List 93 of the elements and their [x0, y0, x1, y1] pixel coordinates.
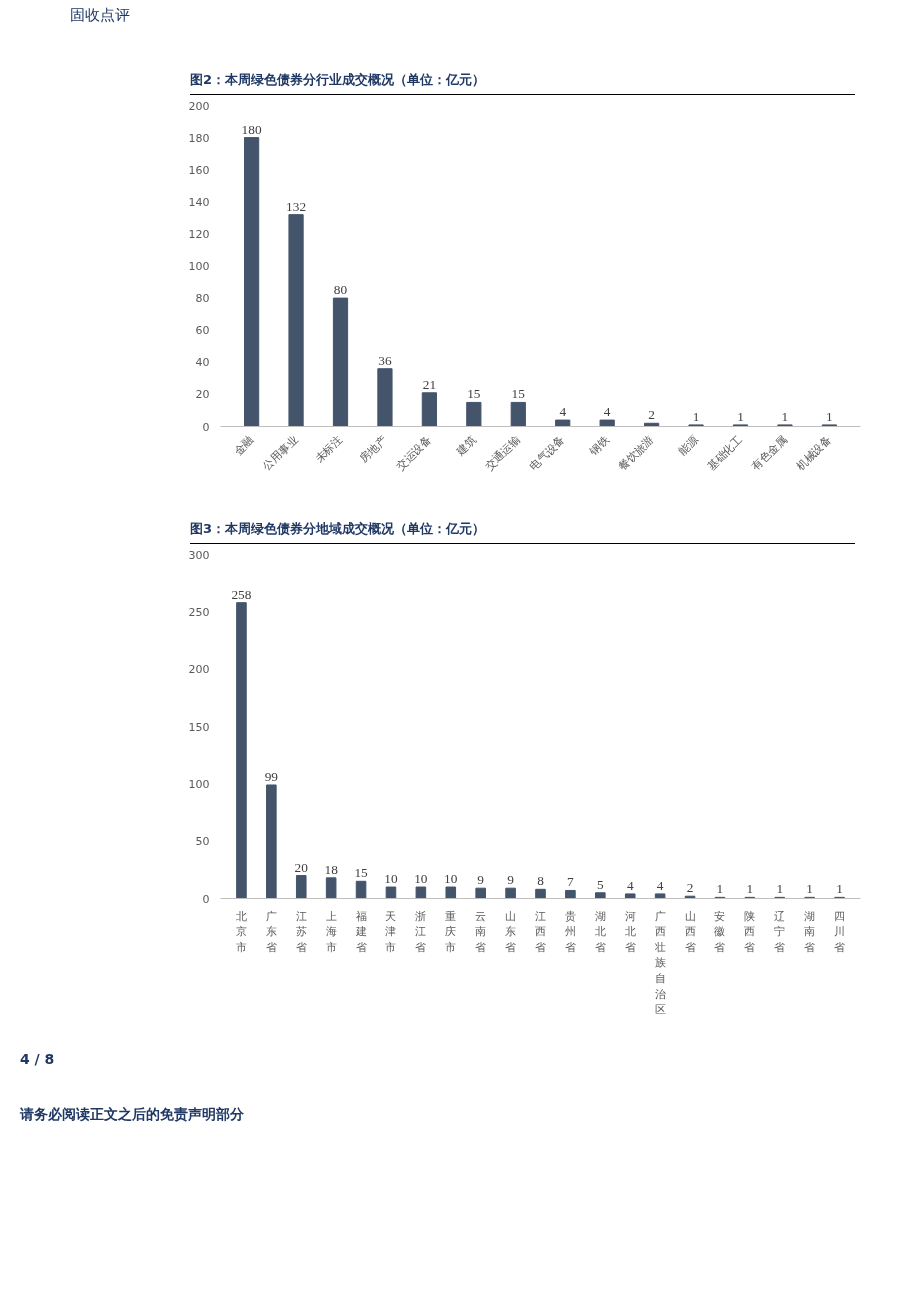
- text: 4 / 8: [20, 1049, 55, 1069]
- data-label: 36: [378, 352, 392, 368]
- x-tick-label: 湖北省: [594, 909, 606, 954]
- data-label: 4: [603, 404, 611, 420]
- data-label: 1: [746, 880, 754, 896]
- x-tick-label: 交通运输: [482, 432, 523, 474]
- data-label: 2: [648, 407, 655, 423]
- data-label: 10: [414, 870, 428, 886]
- data-label: 5: [596, 876, 604, 892]
- x-tick-label: 建筑: [452, 432, 479, 459]
- x-tick-label: 湖南省: [804, 909, 816, 954]
- y-tick-label: 0: [202, 420, 210, 434]
- x-tick-label: 交运设备: [393, 432, 434, 474]
- x-tick-label: 基础化工: [704, 432, 746, 474]
- data-label: 15: [467, 386, 481, 402]
- x-tick-label: 金融: [231, 432, 257, 458]
- x-tick-label: 北京市: [235, 909, 247, 954]
- data-label: 21: [422, 376, 437, 392]
- y-tick-label: 200: [188, 99, 210, 113]
- x-tick-label: 机械设备: [793, 432, 834, 474]
- x-tick-label: 广西壮族自治区: [653, 909, 666, 1016]
- x-tick-label: 福建省: [354, 909, 367, 954]
- y-tick-label: 100: [188, 259, 210, 273]
- x-tick-label: 山东省: [505, 909, 517, 954]
- x-tick-label: 江苏省: [295, 909, 307, 954]
- data-label: 1: [826, 408, 833, 424]
- data-label: 4: [559, 404, 567, 420]
- data-label: 15: [511, 386, 526, 402]
- x-tick-label: 电气设备: [527, 432, 568, 474]
- data-label: 258: [231, 586, 252, 602]
- y-tick-label: 80: [195, 292, 210, 306]
- y-tick-label: 60: [195, 324, 210, 338]
- x-tick-label: 四川省: [834, 909, 846, 954]
- x-tick-label: 未标注: [312, 432, 346, 466]
- y-tick-label: 300: [188, 548, 210, 562]
- y-tick-label: 160: [188, 163, 210, 177]
- y-tick-label: 140: [188, 195, 210, 209]
- chart-title: 图3：本周绿色债券分地域成交概况（单位：亿元）: [190, 520, 486, 538]
- y-tick-label: 20: [195, 388, 210, 402]
- data-label: 8: [537, 872, 545, 888]
- data-label: 2: [686, 879, 694, 895]
- x-tick-label: 江西省: [535, 909, 546, 954]
- x-tick-label: 房地产: [357, 432, 390, 466]
- x-tick-label: 上海市: [325, 909, 337, 954]
- y-tick-label: 40: [195, 356, 210, 370]
- data-label: 1: [737, 408, 744, 424]
- x-tick-label: 山西省: [684, 909, 696, 954]
- x-tick-label: 有色金属: [749, 432, 790, 474]
- data-label: 1: [781, 408, 789, 424]
- x-tick-label: 云南省: [475, 909, 487, 954]
- data-label: 9: [507, 871, 515, 887]
- data-label: 99: [264, 768, 279, 784]
- x-tick-label: 贵州省: [564, 909, 576, 954]
- data-label: 180: [241, 121, 262, 137]
- y-tick-label: 120: [188, 227, 210, 241]
- y-tick-label: 150: [188, 720, 210, 734]
- data-label: 1: [716, 880, 724, 896]
- data-label: 80: [333, 282, 348, 298]
- x-tick-label: 安徽省: [714, 909, 726, 954]
- y-tick-label: 100: [188, 777, 210, 791]
- data-label: 15: [354, 864, 369, 880]
- chart-title: 图2：本周绿色债券分行业成交概况（单位：亿元）: [190, 71, 486, 90]
- y-tick-label: 180: [188, 131, 210, 145]
- x-tick-label: 广东省: [265, 909, 277, 954]
- y-tick-label: 0: [202, 892, 210, 906]
- data-label: 1: [806, 880, 813, 896]
- y-tick-label: 50: [195, 834, 210, 848]
- x-tick-label: 重庆市: [445, 909, 457, 954]
- text: 请务必阅读正文之后的免责声明部分: [20, 1104, 244, 1124]
- x-tick-label: 餐饮旅游: [615, 432, 657, 474]
- y-tick-label: 200: [188, 662, 210, 676]
- text: 固收点评: [70, 5, 130, 26]
- x-tick-label: 陕西省: [744, 909, 756, 954]
- data-label: 1: [692, 408, 700, 424]
- data-label: 132: [286, 198, 307, 214]
- data-label: 9: [477, 871, 485, 887]
- data-label: 1: [776, 880, 784, 896]
- x-tick-label: 辽宁省: [774, 909, 786, 954]
- x-tick-label: 公用事业: [260, 432, 301, 474]
- data-label: 4: [626, 877, 634, 893]
- x-tick-label: 钢铁: [586, 432, 612, 459]
- x-tick-label: 浙江省: [415, 909, 427, 954]
- y-tick-label: 250: [188, 605, 210, 619]
- data-label: 7: [567, 874, 575, 890]
- x-tick-label: 天津市: [385, 909, 397, 954]
- data-label: 1: [836, 880, 843, 896]
- data-label: 10: [384, 870, 398, 886]
- data-label: 20: [294, 859, 309, 875]
- x-tick-label: 河北省: [624, 909, 636, 954]
- x-tick-label: 能源: [675, 432, 701, 458]
- data-label: 10: [444, 870, 458, 886]
- data-label: 4: [656, 877, 664, 893]
- data-label: 18: [324, 861, 339, 877]
